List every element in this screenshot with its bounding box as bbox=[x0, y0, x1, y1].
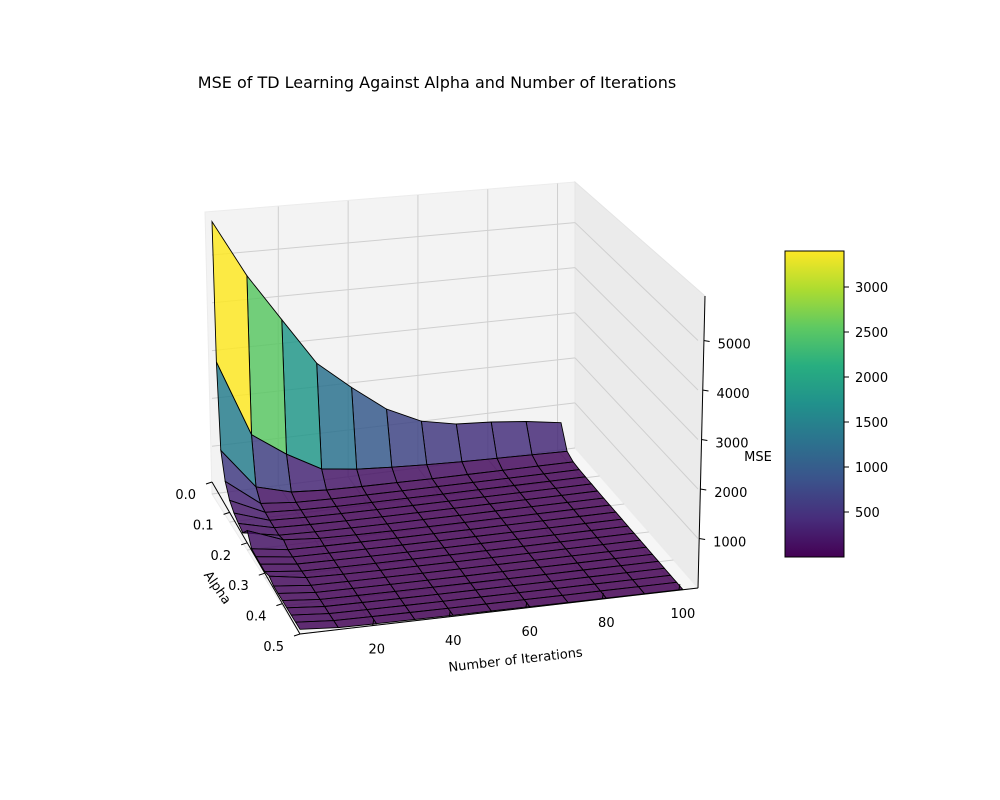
iteration-tick-label: 100 bbox=[670, 607, 695, 622]
alpha-ticks: 0.0 0.1 0.2 0.3 0.4 0.5 bbox=[175, 481, 301, 655]
colorbar-tick-label: 1000 bbox=[855, 461, 888, 476]
side-grid-line bbox=[574, 402, 699, 539]
side-grid-line bbox=[574, 267, 699, 391]
mse-tick bbox=[703, 340, 710, 343]
alpha-tick-label: 0.0 bbox=[175, 488, 196, 503]
colorbar-tick-label: 500 bbox=[855, 506, 880, 521]
surface-cell bbox=[490, 421, 533, 459]
alpha-tick bbox=[293, 633, 301, 637]
surface-cell bbox=[294, 620, 340, 630]
mse-tick-label: 3000 bbox=[715, 437, 748, 452]
mse-tick-label: 4000 bbox=[717, 387, 750, 402]
iteration-tick bbox=[372, 619, 375, 626]
alpha-tick bbox=[241, 542, 248, 546]
mse-tick bbox=[700, 488, 707, 491]
surface-cell bbox=[255, 556, 299, 565]
mse-tick-label: 1000 bbox=[713, 536, 746, 551]
alpha-tick-label: 0.2 bbox=[211, 549, 232, 564]
iteration-tick bbox=[448, 610, 451, 617]
iteration-tick bbox=[525, 601, 528, 608]
side-grid-line bbox=[574, 357, 699, 490]
iteration-tick-label: 60 bbox=[522, 625, 539, 640]
surface-cell bbox=[259, 563, 303, 573]
alpha-tick bbox=[223, 511, 230, 515]
iteration-tick bbox=[601, 592, 604, 600]
alpha-tick bbox=[258, 572, 265, 576]
colorbar-tick-label: 1500 bbox=[855, 416, 888, 431]
mse-tick bbox=[699, 538, 706, 541]
iterations-axis-label: Number of Iterations bbox=[448, 645, 584, 675]
iteration-ticks: 20 40 60 80 100 bbox=[368, 584, 695, 658]
chart-title: MSE of TD Learning Against Alpha and Num… bbox=[198, 73, 676, 92]
alpha-tick bbox=[205, 481, 213, 485]
mse-tick-label: 2000 bbox=[714, 486, 747, 501]
colorbar-tick-label: 3000 bbox=[855, 281, 888, 296]
surface-cell bbox=[268, 575, 312, 587]
back-grid-line bbox=[211, 222, 576, 256]
alpha-tick-label: 0.4 bbox=[246, 610, 267, 625]
mse-axis-label: MSE bbox=[744, 450, 772, 465]
surface-cell bbox=[420, 420, 463, 466]
alpha-tick-label: 0.3 bbox=[228, 579, 249, 594]
colorbar-tick-label: 2000 bbox=[855, 371, 888, 386]
alpha-tick bbox=[276, 603, 283, 607]
colorbar-tick-label: 2500 bbox=[855, 326, 888, 341]
iteration-tick-label: 80 bbox=[598, 616, 615, 631]
alpha-axis-line bbox=[211, 481, 301, 635]
back-grid-line bbox=[211, 267, 576, 304]
iteration-tick-label: 20 bbox=[368, 643, 385, 658]
iteration-tick bbox=[678, 584, 681, 591]
surface-cell bbox=[250, 548, 294, 558]
mse-tick bbox=[702, 389, 709, 392]
colorbar bbox=[784, 250, 845, 558]
surface-cell bbox=[455, 421, 498, 463]
side-grid-line bbox=[574, 312, 699, 440]
mse-tick bbox=[701, 439, 708, 442]
side-grid-line bbox=[574, 222, 699, 341]
iterations-axis-line bbox=[299, 587, 699, 635]
mse-ticks: 1000 2000 3000 4000 5000 bbox=[699, 338, 751, 551]
axes bbox=[211, 295, 706, 635]
iteration-tick-label: 40 bbox=[445, 634, 462, 649]
surface-mesh bbox=[211, 219, 684, 630]
colorbar-ticks: 500 1000 1500 2000 2500 3000 bbox=[844, 281, 888, 521]
alpha-tick-label: 0.5 bbox=[263, 640, 284, 655]
surface-cell bbox=[525, 421, 568, 456]
mse-axis-line bbox=[697, 295, 706, 589]
alpha-tick-label: 0.1 bbox=[193, 518, 214, 533]
mse-tick-label: 5000 bbox=[718, 338, 751, 353]
